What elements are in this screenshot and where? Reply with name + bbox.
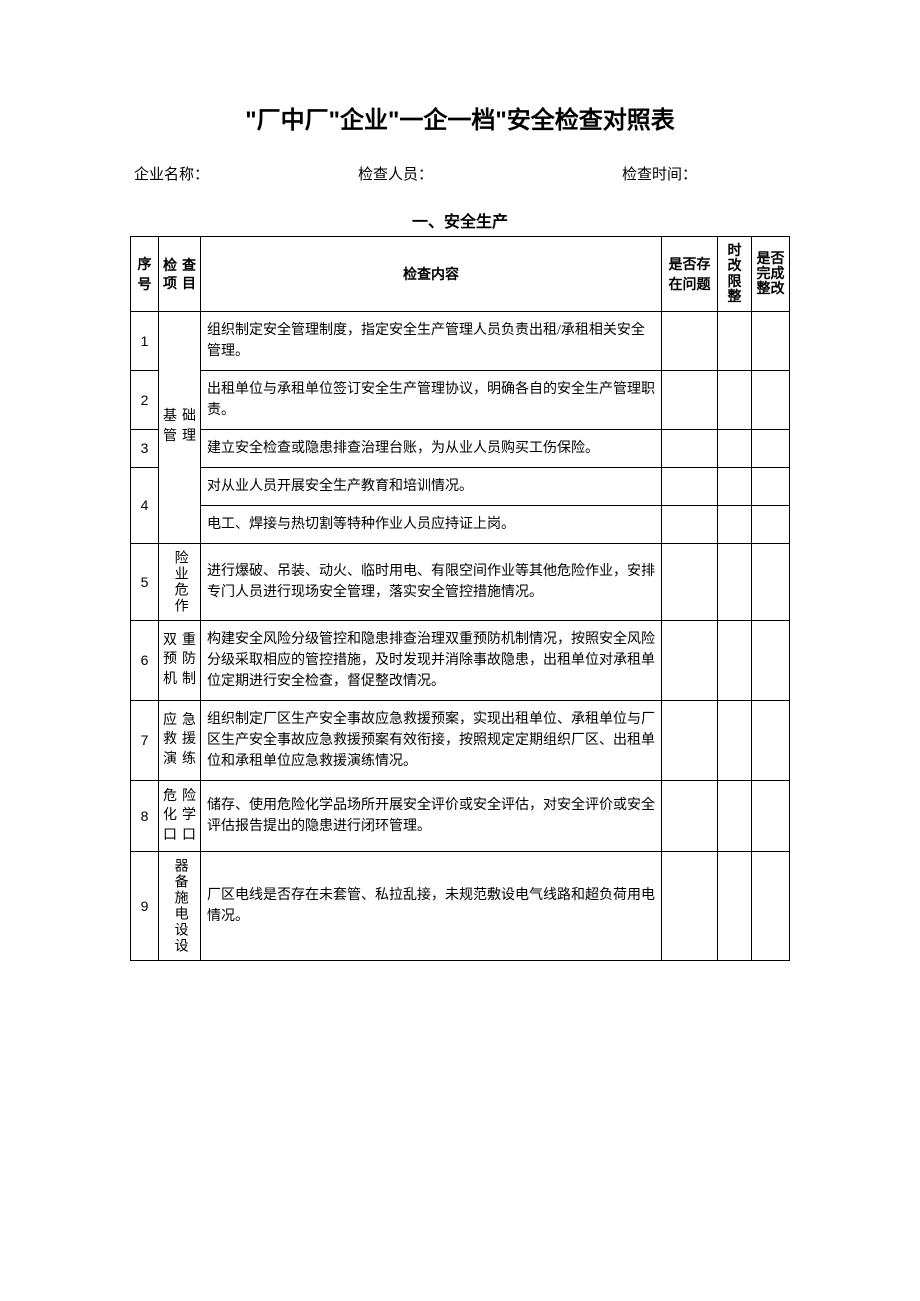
section-heading: 一、安全生产 xyxy=(130,208,790,232)
row-category: 双重预防机制 xyxy=(159,620,201,700)
row-number: 3 xyxy=(131,429,159,467)
table-row: 9器备施电设设厂区电线是否存在未套管、私拉乱接，未规范敷设电气线路和超负荷用电情… xyxy=(131,852,790,961)
row-timelimit-cell[interactable] xyxy=(718,700,752,780)
row-category: 器备施电设设 xyxy=(159,852,201,961)
row-timelimit-cell[interactable] xyxy=(718,311,752,370)
row-issue-cell[interactable] xyxy=(662,543,718,620)
table-row: 8危险化学口口储存、使用危险化学品场所开展安全评价或安全评估，对安全评价或安全评… xyxy=(131,780,790,852)
row-number: 8 xyxy=(131,780,159,852)
row-timelimit-cell[interactable] xyxy=(718,780,752,852)
table-body: 1基 础管理组织制定安全管理制度，指定安全生产管理人员负责出租/承租相关安全管理… xyxy=(131,311,790,961)
col-content-header: 检查内容 xyxy=(201,237,662,312)
row-done-cell[interactable] xyxy=(752,311,790,370)
row-done-cell[interactable] xyxy=(752,700,790,780)
row-category: 应急救援演练 xyxy=(159,700,201,780)
row-category: 基 础管理 xyxy=(159,311,201,543)
row-content: 储存、使用危险化学品场所开展安全评价或安全评估，对安全评价或安全评估报告提出的隐… xyxy=(201,780,662,852)
row-done-cell[interactable] xyxy=(752,620,790,700)
row-content: 组织制定安全管理制度，指定安全生产管理人员负责出租/承租相关安全管理。 xyxy=(201,311,662,370)
table-row: 1基 础管理组织制定安全管理制度，指定安全生产管理人员负责出租/承租相关安全管理… xyxy=(131,311,790,370)
row-issue-cell[interactable] xyxy=(662,852,718,961)
row-issue-cell[interactable] xyxy=(662,467,718,505)
row-category: 危险化学口口 xyxy=(159,780,201,852)
table-row: 2 出租单位与承租单位签订安全生产管理协议，明确各自的安全生产管理职责。 xyxy=(131,370,790,429)
row-content: 厂区电线是否存在未套管、私拉乱接，未规范敷设电气线路和超负荷用电情况。 xyxy=(201,852,662,961)
table-header-row: 序号 检 查项目 检查内容 是否存在问题 时改限整 是否完成整改 xyxy=(131,237,790,312)
document-title: "厂中厂"企业"一企一档"安全检查对照表 xyxy=(130,100,790,135)
col-done-header: 是否完成整改 xyxy=(752,237,790,312)
row-timelimit-cell[interactable] xyxy=(718,467,752,505)
row-number: 9 xyxy=(131,852,159,961)
row-timelimit-cell[interactable] xyxy=(718,852,752,961)
row-number: 5 xyxy=(131,543,159,620)
row-done-cell[interactable] xyxy=(752,467,790,505)
info-line: 企业名称： 检查人员： 检查时间： xyxy=(130,163,790,184)
row-done-cell[interactable] xyxy=(752,429,790,467)
row-issue-cell[interactable] xyxy=(662,780,718,852)
row-done-cell[interactable] xyxy=(752,852,790,961)
row-issue-cell[interactable] xyxy=(662,700,718,780)
table-row: 7应急救援演练组织制定厂区生产安全事故应急救援预案，实现出租单位、承租单位与厂区… xyxy=(131,700,790,780)
table-row: 电工、焊接与热切割等特种作业人员应持证上岗。 xyxy=(131,505,790,543)
inspector-label: 检查人员： xyxy=(298,163,522,184)
col-issue-header: 是否存在问题 xyxy=(662,237,718,312)
table-row: 4对从业人员开展安全生产教育和培训情况。 xyxy=(131,467,790,505)
row-issue-cell[interactable] xyxy=(662,370,718,429)
row-category: 险业危作 xyxy=(159,543,201,620)
row-done-cell[interactable] xyxy=(752,780,790,852)
row-done-cell[interactable] xyxy=(752,370,790,429)
row-content: 电工、焊接与热切割等特种作业人员应持证上岗。 xyxy=(201,505,662,543)
col-num-header: 序号 xyxy=(131,237,159,312)
row-issue-cell[interactable] xyxy=(662,505,718,543)
row-content: 出租单位与承租单位签订安全生产管理协议，明确各自的安全生产管理职责。 xyxy=(201,370,662,429)
row-number: 7 xyxy=(131,700,159,780)
company-label: 企业名称： xyxy=(134,163,298,184)
row-done-cell[interactable] xyxy=(752,505,790,543)
row-timelimit-cell[interactable] xyxy=(718,370,752,429)
col-category-header: 检 查项目 xyxy=(159,237,201,312)
row-content: 建立安全检查或隐患排查治理台账，为从业人员购买工伤保险。 xyxy=(201,429,662,467)
table-row: 3 建立安全检查或隐患排查治理台账，为从业人员购买工伤保险。 xyxy=(131,429,790,467)
row-number: 2 xyxy=(131,370,159,429)
row-content: 对从业人员开展安全生产教育和培训情况。 xyxy=(201,467,662,505)
row-done-cell[interactable] xyxy=(752,543,790,620)
row-content: 组织制定厂区生产安全事故应急救援预案，实现出租单位、承租单位与厂区生产安全事故应… xyxy=(201,700,662,780)
checklist-table: 序号 检 查项目 检查内容 是否存在问题 时改限整 是否完成整改 1基 础管理组… xyxy=(130,236,790,961)
row-content: 进行爆破、吊装、动火、临时用电、有限空间作业等其他危险作业，安排专门人员进行现场… xyxy=(201,543,662,620)
row-number: 4 xyxy=(131,467,159,543)
col-timelimit-header: 时改限整 xyxy=(718,237,752,312)
row-issue-cell[interactable] xyxy=(662,429,718,467)
table-row: 5险业危作进行爆破、吊装、动火、临时用电、有限空间作业等其他危险作业，安排专门人… xyxy=(131,543,790,620)
row-content: 构建安全风险分级管控和隐患排查治理双重预防机制情况，按照安全风险分级采取相应的管… xyxy=(201,620,662,700)
row-issue-cell[interactable] xyxy=(662,620,718,700)
row-timelimit-cell[interactable] xyxy=(718,429,752,467)
row-number: 1 xyxy=(131,311,159,370)
table-row: 6双重预防机制构建安全风险分级管控和隐患排查治理双重预防机制情况，按照安全风险分… xyxy=(131,620,790,700)
row-issue-cell[interactable] xyxy=(662,311,718,370)
row-timelimit-cell[interactable] xyxy=(718,620,752,700)
row-timelimit-cell[interactable] xyxy=(718,505,752,543)
row-number: 6 xyxy=(131,620,159,700)
row-timelimit-cell[interactable] xyxy=(718,543,752,620)
date-label: 检查时间： xyxy=(522,163,786,184)
